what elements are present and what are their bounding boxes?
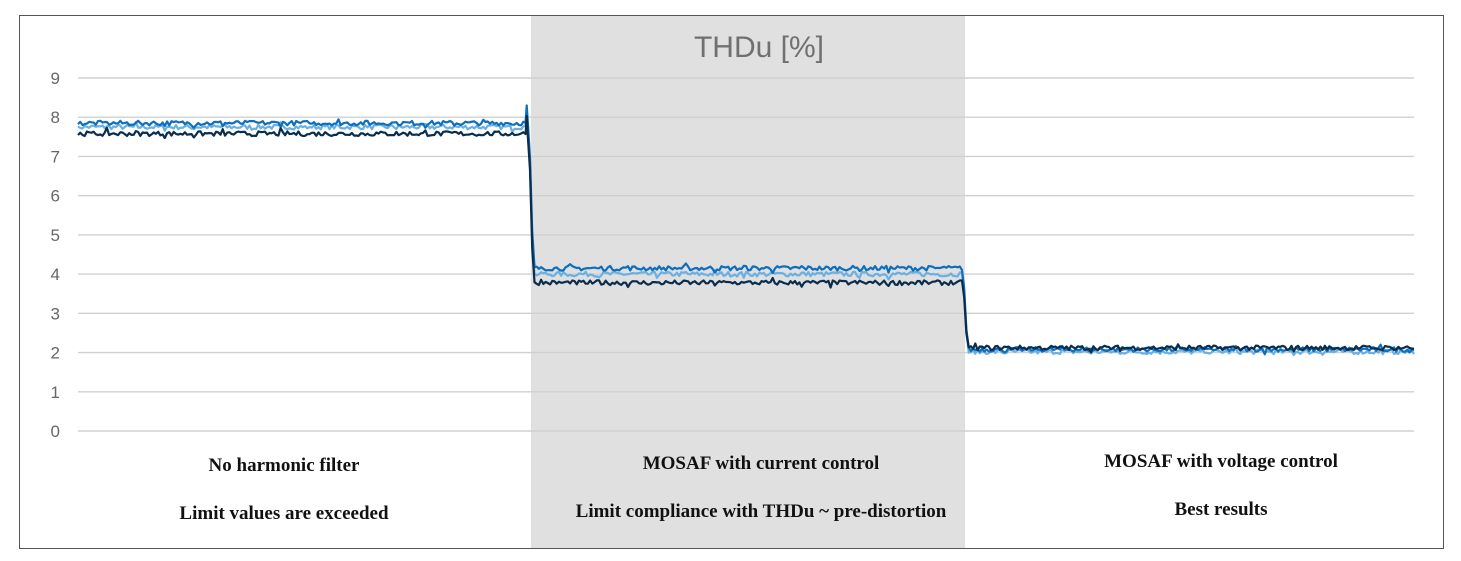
- chart-title: THDu [%]: [694, 31, 824, 64]
- segment-3-note: Best results: [1174, 499, 1267, 520]
- y-tick-label: 6: [51, 187, 60, 206]
- segment-1-note: Limit values are exceeded: [179, 503, 389, 524]
- y-tick-label: 8: [51, 108, 60, 127]
- segment-3-heading: MOSAF with voltage control: [1104, 451, 1338, 472]
- y-tick-label: 1: [51, 383, 60, 402]
- chart-frame: 0 1 2 3 4 5 6 7 8 9 THDu [%] No harmonic filter L…: [19, 15, 1444, 549]
- segment-2-note: Limit compliance with THDu ~ pre-distort…: [576, 501, 947, 522]
- y-tick-label: 7: [51, 147, 60, 166]
- thdu-series-line: [77, 108, 1415, 357]
- y-tick-label: 2: [51, 344, 60, 363]
- thdu-chart: 0 1 2 3 4 5 6 7 8 9 THDu [%] No harmonic filter L…: [51, 16, 1415, 548]
- y-tick-label: 9: [51, 69, 60, 88]
- y-tick-label: 5: [51, 226, 60, 245]
- segment-2-heading: MOSAF with current control: [643, 453, 880, 474]
- y-tick-label: 4: [51, 265, 60, 284]
- thdu-series-line: [77, 104, 1415, 356]
- y-tick-label: 3: [51, 304, 60, 323]
- segment-1-heading: No harmonic filter: [209, 455, 360, 476]
- y-tick-label: 0: [51, 422, 60, 441]
- thdu-series-line: [77, 114, 1414, 354]
